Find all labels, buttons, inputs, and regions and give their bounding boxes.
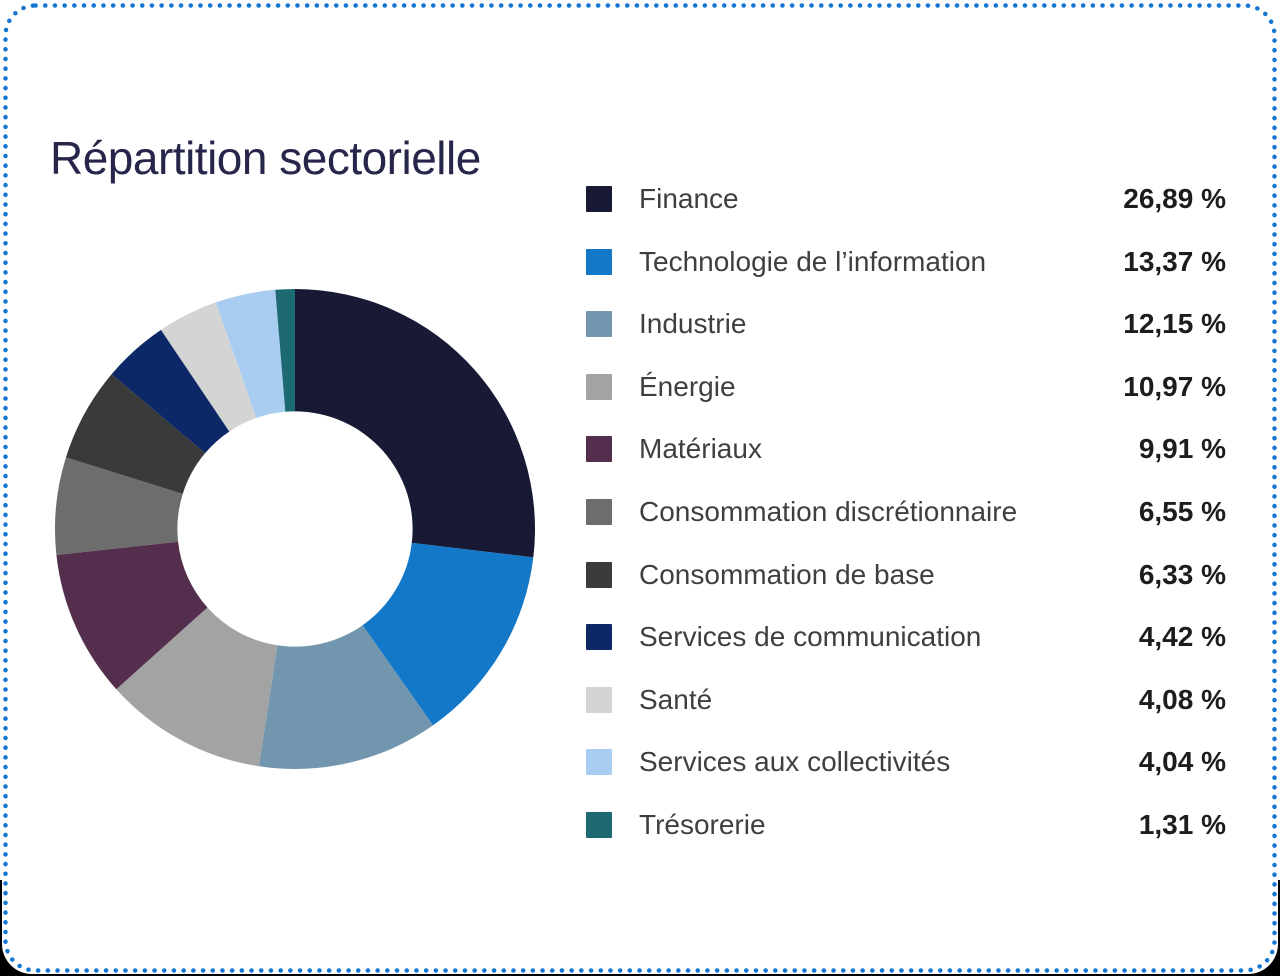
- legend-swatch: [586, 561, 612, 588]
- legend-swatch: [586, 498, 612, 525]
- legend-row: Technologie de l’information 13,37 %: [586, 244, 1226, 280]
- legend-swatch: [586, 186, 612, 212]
- legend-label: Services de communication: [639, 621, 982, 653]
- legend-swatch: [586, 749, 612, 776]
- legend-value: 13,37 %: [1123, 245, 1226, 277]
- legend-label: Santé: [639, 683, 713, 715]
- legend-row: Matériaux 9,91 %: [586, 431, 1226, 467]
- legend-value: 10,97 %: [1123, 370, 1226, 402]
- legend-label: Services aux collectivités: [639, 746, 951, 778]
- legend-swatch: [586, 624, 612, 651]
- legend-label: Technologie de l’information: [639, 245, 987, 277]
- legend-label: Finance: [639, 183, 739, 214]
- donut-slice: [295, 289, 535, 558]
- legend-row: Consommation discrétionnaire 6,55 %: [586, 494, 1226, 530]
- legend-label: Consommation discrétionnaire: [639, 495, 1018, 527]
- legend-swatch: [586, 811, 612, 838]
- legend-swatch: [586, 436, 612, 463]
- legend-swatch: [586, 686, 612, 713]
- legend-row: Services de communication 4,42 %: [586, 619, 1226, 655]
- legend-label: Énergie: [639, 370, 736, 402]
- legend-value: 6,33 %: [1138, 558, 1226, 590]
- donut-chart: [55, 289, 535, 769]
- legend-swatch: [586, 311, 612, 338]
- legend-row: Santé 4,08 %: [586, 682, 1226, 718]
- legend-label: Trésorerie: [639, 808, 766, 840]
- legend-value: 26,89 %: [1123, 183, 1226, 214]
- legend-value: 1,31 %: [1138, 808, 1226, 840]
- legend-row: Consommation de base 6,33 %: [586, 557, 1226, 593]
- page-title: Répartition sectorielle: [50, 131, 481, 184]
- legend-label: Industrie: [639, 308, 747, 340]
- legend-row: Trésorerie 1,31 %: [586, 807, 1226, 843]
- legend-swatch: [586, 373, 612, 400]
- legend-row: Services aux collectivités 4,04 %: [586, 744, 1226, 780]
- legend-value: 4,08 %: [1138, 683, 1226, 715]
- legend-swatch: [586, 248, 612, 275]
- legend-label: Matériaux: [639, 433, 762, 465]
- legend-value: 6,55 %: [1138, 495, 1226, 527]
- legend-row: Industrie 12,15 %: [586, 306, 1226, 342]
- legend-label: Consommation de base: [639, 558, 935, 590]
- legend-value: 4,04 %: [1138, 746, 1226, 778]
- legend-value: 9,91 %: [1138, 433, 1226, 465]
- legend-value: 4,42 %: [1138, 621, 1226, 653]
- legend-row: Énergie 10,97 %: [586, 369, 1226, 405]
- legend-value: 12,15 %: [1123, 308, 1226, 340]
- legend-row: Finance 26,89 %: [586, 181, 1226, 217]
- legend: Finance 26,89 % Technologie de l’informati…: [586, 181, 1226, 843]
